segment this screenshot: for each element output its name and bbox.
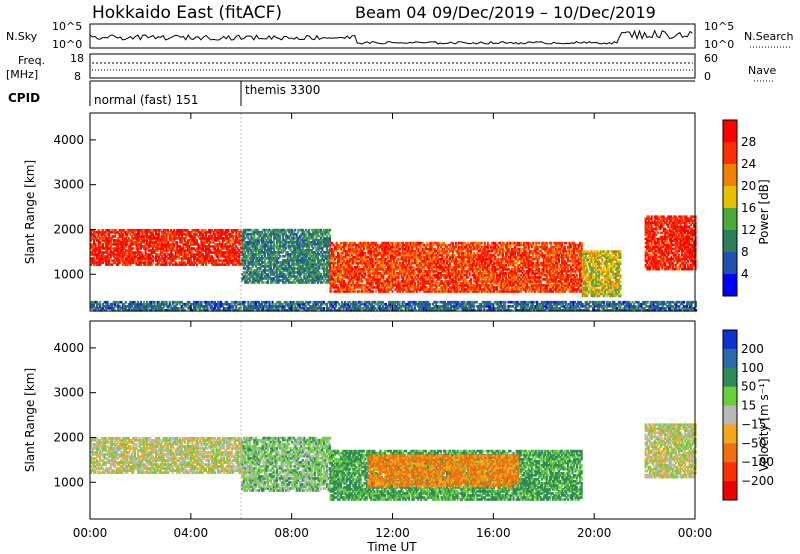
freq-panel: Freq. [MHz] 18 8 60 0 Nave [6, 52, 776, 83]
power-cell [364, 252, 366, 255]
nsearch-tick-top: 10^5 [704, 20, 734, 33]
power-cell [484, 242, 486, 245]
power-cell [392, 242, 394, 245]
nsky-frame [90, 24, 695, 48]
power-cell [452, 242, 454, 245]
power-cell [132, 247, 134, 250]
nave-tick-bottom: 0 [704, 70, 711, 83]
freq-label-line1: Freq. [18, 54, 45, 67]
cpid-panel: CPID normal (fast) 151 themis 3300 [8, 81, 695, 107]
power-cell [308, 229, 310, 232]
power-cell [481, 242, 483, 245]
power-cell [228, 229, 230, 232]
power-cell [95, 243, 97, 246]
cpid-segment-0-label: normal (fast) 151 [94, 93, 198, 107]
cpid-segment-1-label: themis 3300 [245, 83, 320, 97]
rti-figure: Hokkaido East (fitACF) Beam 04 09/Dec/20… [0, 0, 800, 554]
power-cell [392, 290, 394, 293]
nsky-panel: N.Sky 10^5 10^0 10^5 10^0 N.Search [6, 20, 794, 51]
power-cell [294, 229, 296, 232]
cpid-label: CPID [8, 91, 40, 105]
power-cell [329, 229, 331, 232]
power-cell [196, 239, 198, 242]
nsearch-tick-bottom: 10^0 [704, 38, 734, 51]
power-cell [176, 241, 178, 244]
nsky-tick-top: 10^5 [52, 20, 82, 33]
power-cell [329, 235, 331, 238]
power-cell [141, 251, 143, 254]
freq-tick-top: 18 [70, 52, 84, 65]
figure-title: Hokkaido East (fitACF) [92, 3, 282, 23]
nsearch-label: N.Search [744, 30, 794, 43]
nsky-tick-bottom: 10^0 [52, 38, 82, 51]
power-cell [414, 282, 416, 285]
nsky-trace [90, 31, 693, 44]
beam-label: Beam 04 [355, 3, 427, 22]
power-cell [470, 278, 472, 281]
date-range: 09/Dec/2019 – 10/Dec/2019 [432, 3, 656, 22]
nave-label: Nave [748, 64, 776, 77]
freq-frame [90, 54, 695, 78]
nave-tick-top: 60 [704, 52, 718, 65]
freq-tick-bottom: 8 [74, 70, 81, 83]
power-cell [372, 290, 374, 293]
power-cell [361, 280, 363, 283]
freq-label-line2: [MHz] [6, 68, 38, 81]
nsky-label: N.Sky [6, 30, 38, 43]
power-cell [279, 255, 281, 258]
power-cell [262, 281, 264, 284]
